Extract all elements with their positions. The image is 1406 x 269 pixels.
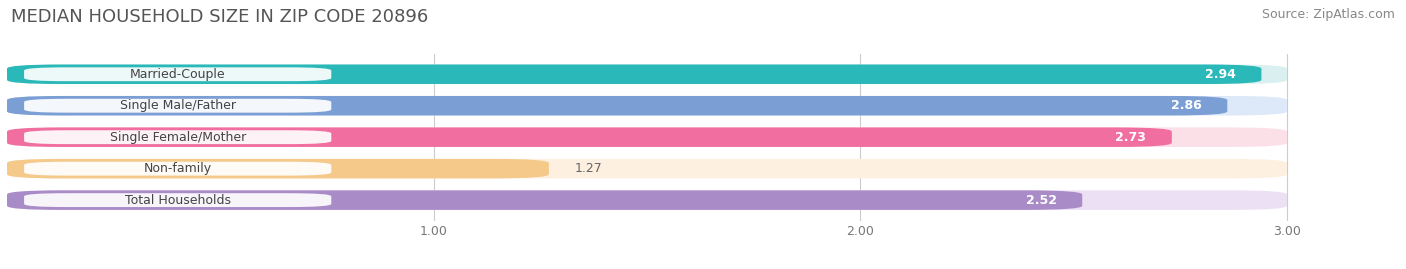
Text: 2.52: 2.52 xyxy=(1025,194,1057,207)
FancyBboxPatch shape xyxy=(7,128,1286,147)
FancyBboxPatch shape xyxy=(7,128,1171,147)
Text: 2.86: 2.86 xyxy=(1171,99,1202,112)
Text: 2.73: 2.73 xyxy=(1115,131,1146,144)
Text: Total Households: Total Households xyxy=(125,194,231,207)
FancyBboxPatch shape xyxy=(7,96,1286,115)
Text: Source: ZipAtlas.com: Source: ZipAtlas.com xyxy=(1261,8,1395,21)
Text: Single Male/Father: Single Male/Father xyxy=(120,99,236,112)
FancyBboxPatch shape xyxy=(7,190,1083,210)
FancyBboxPatch shape xyxy=(7,96,1227,115)
FancyBboxPatch shape xyxy=(24,130,332,144)
FancyBboxPatch shape xyxy=(7,159,1286,178)
FancyBboxPatch shape xyxy=(7,190,1286,210)
Text: Single Female/Mother: Single Female/Mother xyxy=(110,131,246,144)
Text: Married-Couple: Married-Couple xyxy=(129,68,225,81)
Text: 1.27: 1.27 xyxy=(575,162,602,175)
FancyBboxPatch shape xyxy=(24,67,332,81)
Text: Non-family: Non-family xyxy=(143,162,212,175)
FancyBboxPatch shape xyxy=(7,65,1261,84)
Text: MEDIAN HOUSEHOLD SIZE IN ZIP CODE 20896: MEDIAN HOUSEHOLD SIZE IN ZIP CODE 20896 xyxy=(11,8,429,26)
Text: 2.94: 2.94 xyxy=(1205,68,1236,81)
FancyBboxPatch shape xyxy=(7,159,548,178)
FancyBboxPatch shape xyxy=(24,193,332,207)
FancyBboxPatch shape xyxy=(24,99,332,113)
FancyBboxPatch shape xyxy=(7,65,1286,84)
FancyBboxPatch shape xyxy=(24,162,332,176)
